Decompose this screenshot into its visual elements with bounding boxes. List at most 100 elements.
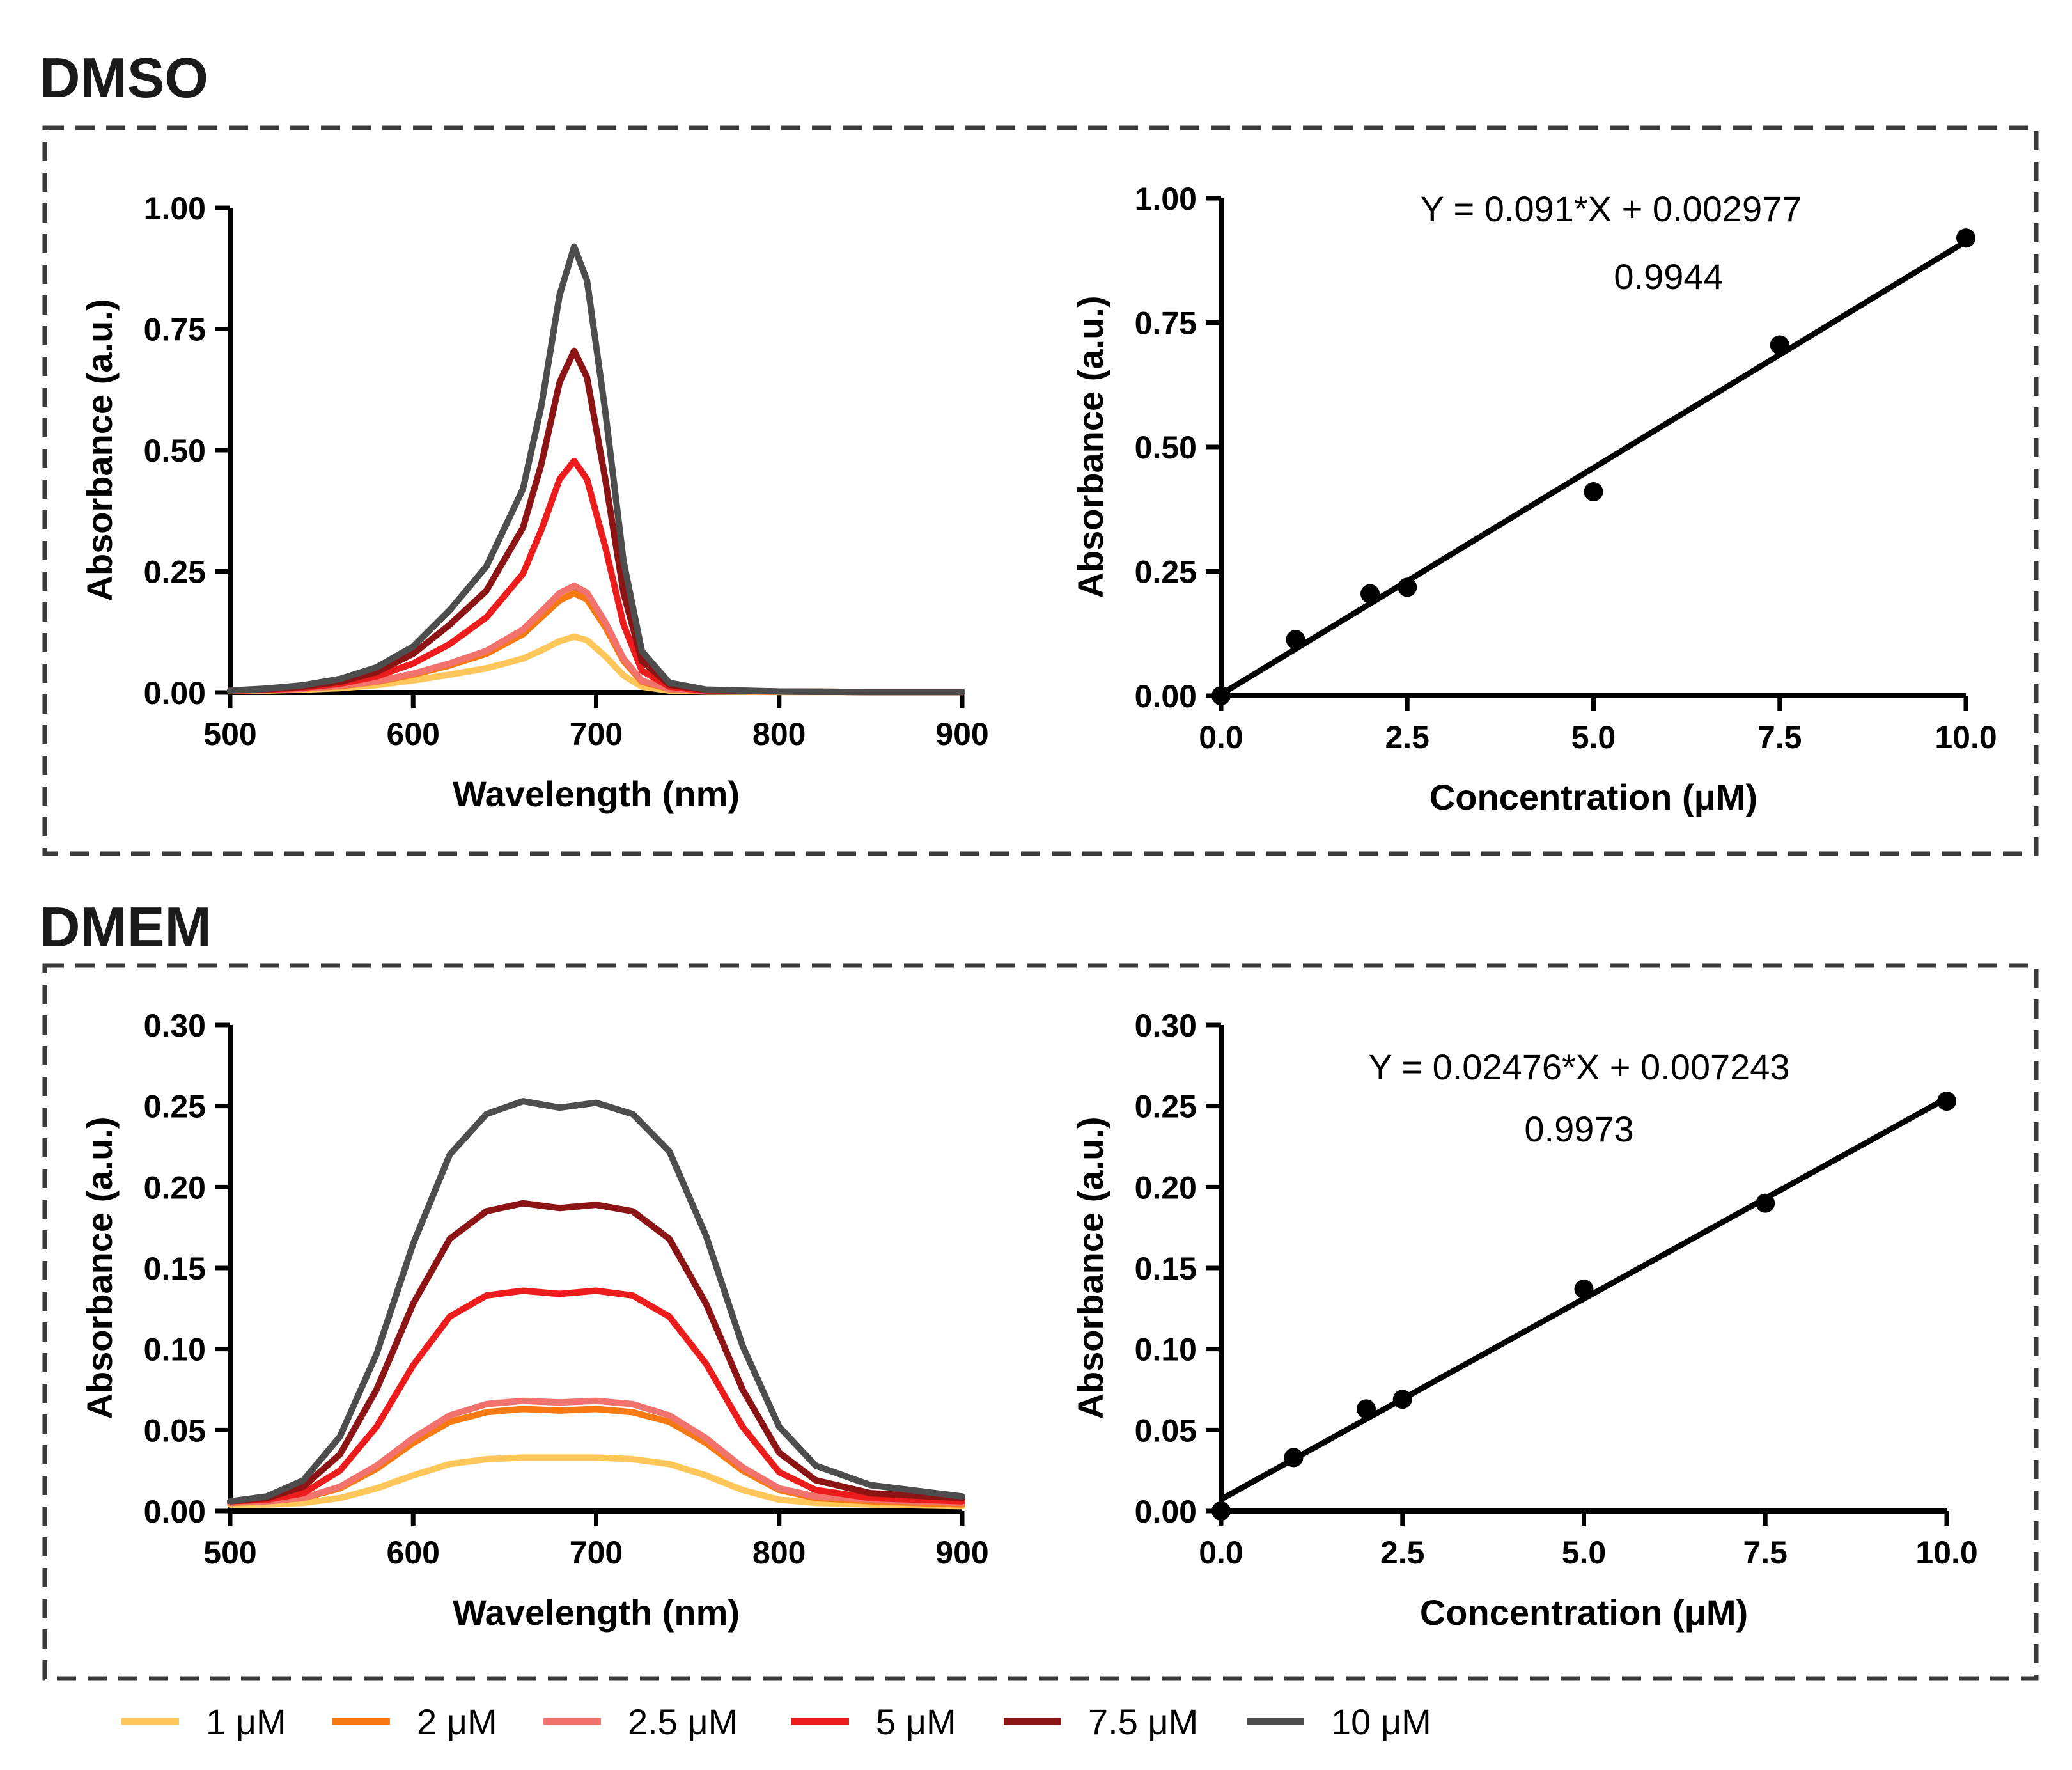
data-point [1357,1399,1376,1419]
x-tick-label: 600 [387,716,440,752]
data-point [1770,335,1789,355]
data-point [1756,1193,1775,1213]
fit-line [1219,1095,1949,1502]
data-point [1284,1448,1304,1468]
data-point [1574,1279,1594,1299]
data-point [1584,482,1603,502]
legend-item-1um: 1 μM [121,1702,286,1742]
x-axis-title: Wavelength (nm) [453,774,740,814]
data-point [1398,577,1417,597]
x-axis-title: Concentration (μM) [1429,777,1757,817]
x-axis-title: Wavelength (nm) [453,1592,740,1633]
y-tick-label: 0.30 [144,1008,206,1044]
legend-label: 1 μM [206,1702,286,1742]
legend-item-10um: 10 μM [1247,1702,1431,1742]
y-tick-label: 0.20 [144,1170,206,1205]
x-tick-label: 5.0 [1562,1535,1607,1570]
x-tick-label: 0.0 [1199,719,1243,755]
y-axis-title: Absorbance (a.u.) [1070,296,1110,599]
y-tick-label: 0.15 [144,1251,206,1287]
x-tick-label: 2.5 [1380,1535,1425,1570]
y-tick-label: 0.25 [144,554,206,590]
section-title-dmso: DMSO [40,46,208,109]
x-tick-label: 600 [387,1535,440,1570]
x-tick-label: 700 [570,1535,623,1570]
series-line-5-M [227,1287,965,1505]
y-tick-label: 0.50 [1135,430,1197,466]
x-tick-label: 5.0 [1571,719,1616,755]
y-tick-label: 0.25 [1135,1089,1197,1125]
legend-item-7-5um: 7.5 μM [1004,1702,1198,1742]
x-tick-label: 800 [752,1535,806,1570]
y-tick-label: 0.05 [1135,1413,1197,1448]
data-point [1360,584,1380,604]
x-tick-label: 10.0 [1935,719,1997,755]
series-line-5-M [227,457,965,696]
data-point [1211,1501,1231,1521]
legend-label: 5 μM [876,1702,956,1742]
y-tick-label: 0.75 [144,312,206,348]
y-tick-label: 0.00 [144,1494,206,1530]
y-tick-label: 0.00 [1135,678,1197,714]
legend-label: 2 μM [417,1702,497,1742]
x-tick-label: 0.0 [1199,1535,1243,1570]
data-point [1286,630,1305,650]
dmso-calibration-chart: 0.00 0.25 0.50 0.75 1.00 0.0 2.5 5.0 7.5 10.0 Conc… [1070,181,1997,817]
y-tick-label: 0.10 [1135,1332,1197,1368]
y-tick-label: 1.00 [1135,181,1197,217]
y-tick-label: 0.10 [144,1332,206,1368]
dmso-panel-box [42,125,2039,856]
y-tick-label: 1.00 [144,191,206,226]
y-tick-label: 0.15 [1135,1251,1197,1287]
y-axis-title: Absorbance (a.u.) [79,1117,120,1420]
y-tick-label: 0.00 [144,675,206,711]
y-tick-label: 0.25 [1135,554,1197,590]
legend: 1 μM 2 μM 2.5 μM 5 μM 7.5 μM 10 μM [121,1702,1431,1742]
series-line-2-5-M [227,1397,965,1507]
data-point [1392,1390,1412,1409]
x-tick-label: 2.5 [1385,719,1429,755]
legend-item-2um: 2 μM [332,1702,497,1742]
legend-label: 2.5 μM [628,1702,738,1742]
legend-item-5um: 5 μM [791,1702,956,1742]
dmem-spectra-chart: 0.00 0.05 0.10 0.15 0.20 0.25 0.30 500 600 700 800… [79,1008,989,1633]
section-title-dmem: DMEM [40,895,212,959]
r-squared-value: 0.9944 [1614,256,1723,297]
legend-label: 10 μM [1331,1702,1431,1742]
dmem-calibration-chart: 0.00 0.05 0.10 0.15 0.20 0.25 0.30 0.0 2.5 5.0 7.5… [1070,1008,1978,1633]
data-point [1937,1092,1956,1111]
x-tick-label: 900 [935,716,988,752]
y-tick-label: 0.05 [144,1413,206,1448]
y-tick-label: 0.75 [1135,306,1197,341]
x-tick-label: 500 [203,716,256,752]
y-tick-label: 0.00 [1135,1494,1197,1530]
r-squared-value: 0.9973 [1524,1109,1633,1149]
fit-equation: Y = 0.02476*X + 0.007243 [1368,1047,1789,1087]
y-tick-label: 0.20 [1135,1170,1197,1205]
y-tick-label: 0.30 [1135,1008,1197,1044]
series-line-10-M [227,1098,965,1505]
y-tick-label: 0.50 [144,433,206,469]
x-tick-label: 700 [570,716,623,752]
x-tick-label: 7.5 [1743,1535,1788,1570]
x-axis-title: Concentration (μM) [1420,1592,1748,1633]
y-tick-label: 0.25 [144,1089,206,1125]
y-axis-title: Absorbance (a.u.) [79,299,120,602]
legend-label: 7.5 μM [1088,1702,1198,1742]
fit-equation: Y = 0.091*X + 0.002977 [1421,189,1802,229]
x-tick-label: 10.0 [1915,1535,1977,1570]
y-axis-title: Absorbance (a.u.) [1070,1117,1110,1420]
legend-item-2-5um: 2.5 μM [543,1702,738,1742]
fit-line [1219,239,1968,697]
series-line-10-M [227,243,965,696]
dmem-panel-box [42,963,2039,1681]
dmso-spectra-chart: 0.00 0.25 0.50 0.75 1.00 500 600 700 800 900 Wavel… [79,191,989,814]
series-line-7-5-M [227,1200,965,1505]
series-line-1-M [227,1454,965,1510]
data-point [1956,228,1975,248]
x-tick-label: 900 [935,1535,988,1570]
x-tick-label: 500 [203,1535,256,1570]
data-point [1211,686,1231,705]
x-tick-label: 7.5 [1757,719,1802,755]
